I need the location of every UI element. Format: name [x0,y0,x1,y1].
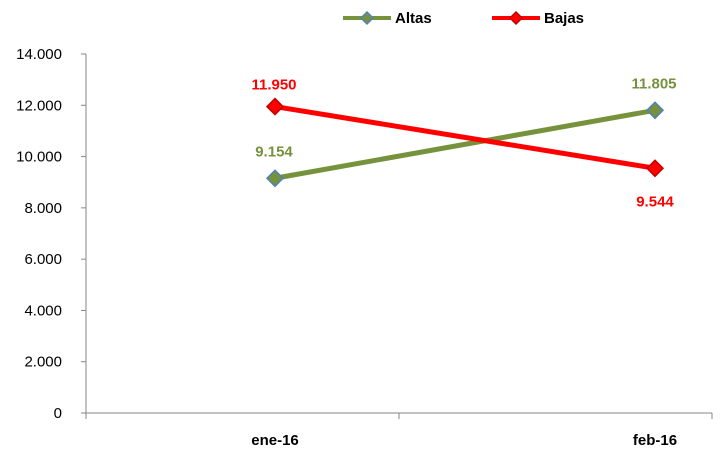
series-line-altas [274,107,656,181]
y-tick-label: 12.000 [16,97,62,114]
data-label: 11.805 [631,75,676,92]
legend-marker-bajas [508,10,524,26]
data-label: 9.544 [636,193,674,210]
y-tick-label: 6.000 [24,251,62,268]
x-category-label: feb-16 [633,432,677,449]
x-category-label: ene-16 [251,432,299,449]
data-point-marker [645,101,665,120]
data-point-marker [645,159,665,178]
y-tick-label: 14.000 [16,46,62,63]
legend-label-altas: Altas [395,10,432,27]
legend-label-bajas: Bajas [544,10,584,27]
data-point-marker [265,97,285,116]
legend-marker-altas [359,10,375,26]
y-tick-label: 2.000 [24,354,62,371]
series-line-bajas [274,104,656,171]
y-tick-label: 0 [54,405,62,422]
y-tick-label: 4.000 [24,302,62,319]
data-label: 9.154 [255,143,293,160]
data-point-marker [265,169,285,188]
y-tick-label: 10.000 [16,149,62,166]
data-label: 11.950 [251,77,296,94]
y-tick-label: 8.000 [24,200,62,217]
